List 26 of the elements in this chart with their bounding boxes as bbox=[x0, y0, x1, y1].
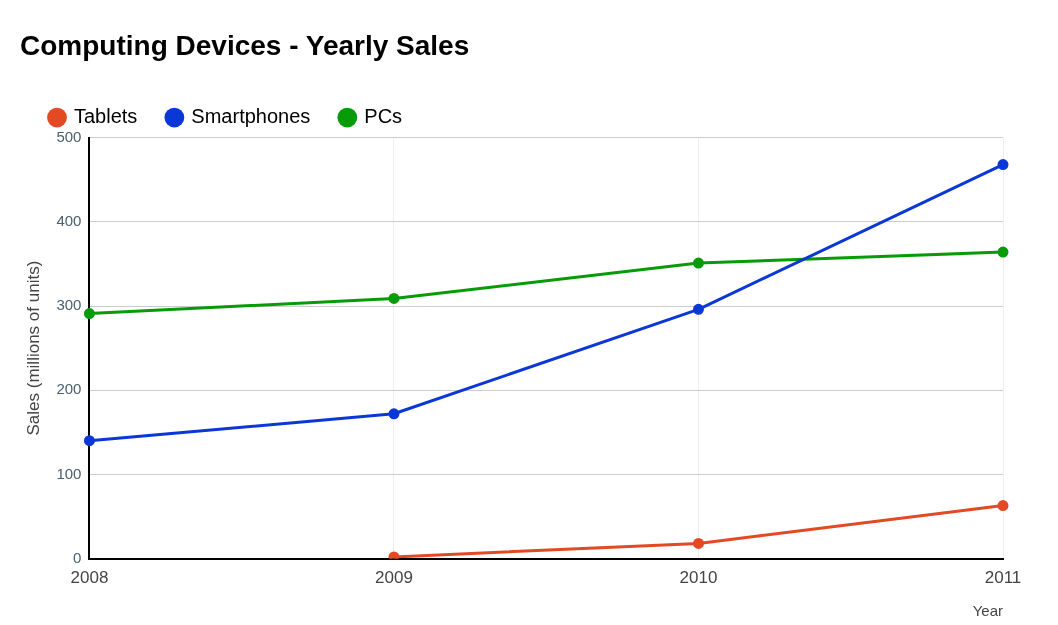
y-tick-label: 100 bbox=[56, 464, 82, 482]
point bbox=[388, 292, 400, 304]
x-tick-label: 2008 bbox=[70, 568, 109, 588]
point bbox=[692, 303, 704, 315]
legend-label: Tablets bbox=[74, 105, 138, 128]
x-tick-label: 2011 bbox=[984, 568, 1022, 588]
x-axis-title: Year bbox=[972, 602, 1003, 620]
y-tick-label: 300 bbox=[56, 296, 82, 314]
point bbox=[83, 308, 95, 320]
x-tick-label: 2010 bbox=[679, 568, 718, 588]
point bbox=[83, 435, 95, 447]
y-tick-label: 200 bbox=[56, 380, 82, 398]
point bbox=[692, 537, 704, 549]
point bbox=[388, 408, 400, 420]
point bbox=[692, 257, 704, 269]
legend-label: Smartphones bbox=[191, 105, 311, 128]
x-tick-label: 2009 bbox=[375, 568, 413, 588]
y-tick-label: 500 bbox=[56, 127, 82, 145]
y-tick-label: 0 bbox=[73, 548, 82, 566]
point bbox=[997, 159, 1009, 171]
legend-label: PCs bbox=[364, 105, 403, 128]
chart-title: Computing Devices - Yearly Sales bbox=[20, 29, 470, 61]
point bbox=[997, 500, 1009, 512]
y-tick-label: 400 bbox=[56, 211, 82, 229]
point bbox=[997, 246, 1009, 258]
y-axis-title: Sales (millions of units) bbox=[23, 260, 43, 436]
